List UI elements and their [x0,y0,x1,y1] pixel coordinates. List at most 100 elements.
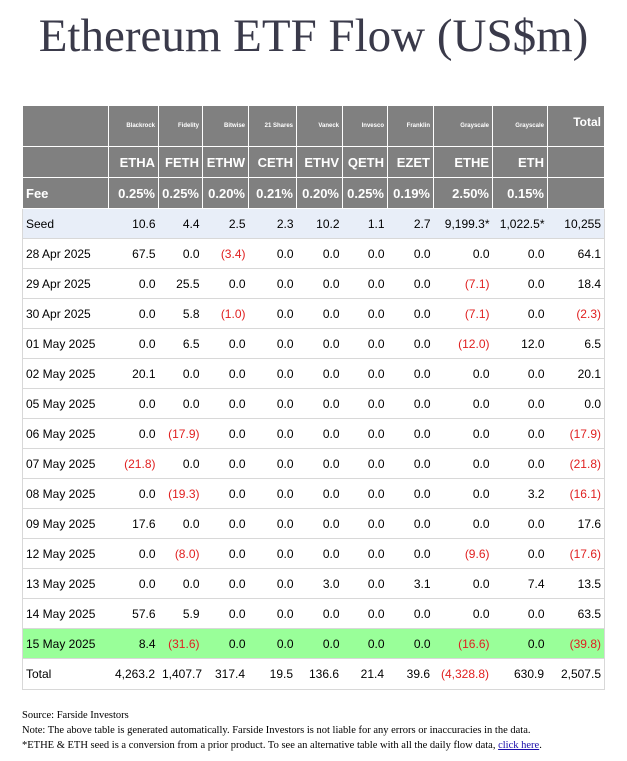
row-total-cell: 18.4 [547,268,605,299]
flow-value-cell: 0.0 [248,598,297,629]
flow-value-cell: 0.0 [296,388,343,419]
page-title: Ethereum ETF Flow (US$m) [38,10,589,62]
ticker-header-row: ETHA FETH ETHW CETH ETHV QETH EZET ETHE ETH [22,146,605,178]
flow-value-cell: 25.5 [158,268,203,299]
table-row: 08 May 2025 0.0 (19.3) 0.0 0.0 0.0 0.0 0.0 0.0 3.… [22,478,605,509]
flow-value-cell: 12.0 [492,328,548,359]
row-date-cell: 28 Apr 2025 [22,238,109,269]
flow-value-cell: 0.0 [296,238,343,269]
row-total-cell: 6.5 [547,328,605,359]
flow-value-cell: 0.0 [387,268,434,299]
flow-value-cell: 0.0 [433,598,493,629]
issuer-header-cell: Bitwise [202,105,249,147]
flow-value-cell: 0.0 [342,508,388,539]
flow-value-cell: 0.0 [387,598,434,629]
flow-value-cell: 0.0 [433,508,493,539]
flow-value-cell: (8.0) [158,538,203,569]
flow-value-cell: 5.8 [158,298,203,329]
issuer-header-cell: Blackrock [108,105,159,147]
table-row: 28 Apr 2025 67.5 0.0 (3.4) 0.0 0.0 0.0 0.0 0.0 0.… [22,238,605,269]
ticker-header-cell: ETHE [433,146,493,178]
flow-value-cell: 0.0 [248,448,297,479]
flow-value-cell: 2.7 [387,208,434,239]
totals-label-cell: Total [22,658,109,690]
flow-value-cell: 0.0 [492,628,548,659]
row-date-cell: 13 May 2025 [22,568,109,599]
flow-value-cell: (1.0) [202,298,249,329]
total-header-cell: Total [547,105,605,147]
row-total-cell: (39.8) [547,628,605,659]
ticker-total-cell [547,146,605,178]
flow-value-cell: 0.0 [202,448,249,479]
flow-value-cell: 0.0 [248,298,297,329]
flow-value-cell: 0.0 [433,478,493,509]
flow-value-cell: 0.0 [108,298,159,329]
flow-value-cell: 0.0 [387,478,434,509]
row-total-cell: 0.0 [547,388,605,419]
row-date-cell: 01 May 2025 [22,328,109,359]
flow-value-cell: 0.0 [158,448,203,479]
flow-value-cell: 0.0 [108,538,159,569]
ticker-header-cell: ETHA [108,146,159,178]
fee-cell: 0.25% [158,177,203,209]
flow-value-cell: 0.0 [342,568,388,599]
flow-value-cell: 17.6 [108,508,159,539]
row-total-cell: 17.6 [547,508,605,539]
alternative-table-link[interactable]: click here [498,740,540,751]
flow-value-cell: 0.0 [492,538,548,569]
flow-value-cell: 0.0 [342,388,388,419]
ticker-corner-cell [22,146,109,178]
fee-cell: 0.20% [296,177,343,209]
flow-value-cell: 0.0 [296,448,343,479]
totals-value-cell: (4,328.8) [433,658,493,690]
flow-value-cell: 67.5 [108,238,159,269]
issuer-header-cell: 21 Shares [248,105,297,147]
table-row: 12 May 2025 0.0 (8.0) 0.0 0.0 0.0 0.0 0.0 (9.6) 0… [22,538,605,569]
row-date-cell: 02 May 2025 [22,358,109,389]
flow-value-cell: 0.0 [387,538,434,569]
row-total-cell: (16.1) [547,478,605,509]
flow-value-cell: 0.0 [202,568,249,599]
flow-value-cell: 0.0 [492,298,548,329]
flow-value-cell: 0.0 [342,298,388,329]
flow-value-cell: 0.0 [433,418,493,449]
flow-value-cell: 0.0 [387,238,434,269]
flow-value-cell: 9,199.3* [433,208,493,239]
flow-value-cell: 0.0 [202,418,249,449]
flow-value-cell: 1,022.5* [492,208,548,239]
flow-value-cell: 2.3 [248,208,297,239]
issuer-header-cell: Fidelity [158,105,203,147]
flow-value-cell: 0.0 [202,328,249,359]
flow-value-cell: 0.0 [433,238,493,269]
flow-value-cell: (7.1) [433,298,493,329]
fee-cell: 2.50% [433,177,493,209]
flow-value-cell: 6.5 [158,328,203,359]
issuer-header-cell: Invesco [342,105,388,147]
issuer-header-row: Blackrock Fidelity Bitwise 21 Shares Vaneck I… [22,105,605,147]
row-date-cell: 15 May 2025 [22,628,109,659]
header-corner-cell [22,105,109,147]
row-total-cell: 10,255 [547,208,605,239]
totals-value-cell: 21.4 [342,658,388,690]
issuer-header-cell: Grayscale [433,105,493,147]
flow-value-cell: 0.0 [248,568,297,599]
flow-value-cell: 0.0 [108,388,159,419]
flow-value-cell: 3.1 [387,568,434,599]
flow-value-cell: 0.0 [296,418,343,449]
flow-value-cell: (21.8) [108,448,159,479]
ticker-header-cell: ETHW [202,146,249,178]
flow-value-cell: 0.0 [342,268,388,299]
flow-value-cell: 0.0 [248,388,297,419]
flow-value-cell: 0.0 [296,628,343,659]
row-date-cell: 09 May 2025 [22,508,109,539]
flow-value-cell: 0.0 [433,568,493,599]
table-row: 01 May 2025 0.0 6.5 0.0 0.0 0.0 0.0 0.0 (12.0) 12… [22,328,605,359]
fee-cell: 0.20% [202,177,249,209]
flow-value-cell: 0.0 [248,238,297,269]
row-total-cell: 20.1 [547,358,605,389]
flow-value-cell: 0.0 [248,268,297,299]
flow-value-cell: 0.0 [202,508,249,539]
table-row: 15 May 2025 8.4 (31.6) 0.0 0.0 0.0 0.0 0.0 (16.6… [22,628,605,659]
flow-value-cell: (7.1) [433,268,493,299]
issuer-header-cell: Vaneck [296,105,343,147]
